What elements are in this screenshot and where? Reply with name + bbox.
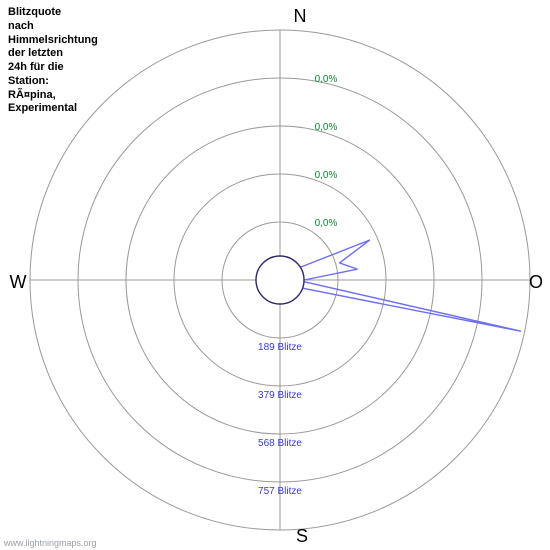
ring-label-percent: 0,0%: [315, 74, 338, 85]
ring-label-percent: 0,0%: [315, 122, 338, 133]
inner-circle: [256, 256, 304, 304]
ring-label-blitze: 379 Blitze: [258, 390, 302, 401]
compass-label-n: N: [294, 6, 307, 26]
ring-label-blitze: 757 Blitze: [258, 486, 302, 497]
compass-label-o: O: [529, 272, 543, 292]
rose-lobe-ese: [303, 282, 521, 331]
ring-label-blitze: 189 Blitze: [258, 342, 302, 353]
ring-label-percent: 0,0%: [315, 170, 338, 181]
chart-title: Blitzquote nach Himmelsrichtung der letz…: [8, 6, 98, 116]
ring-label-blitze: 568 Blitze: [258, 438, 302, 449]
source-footer: www.lightningmaps.org: [4, 538, 97, 548]
ring-label-percent: 0,0%: [315, 218, 338, 229]
compass-label-w: W: [10, 272, 27, 292]
compass-label-s: S: [296, 526, 308, 546]
